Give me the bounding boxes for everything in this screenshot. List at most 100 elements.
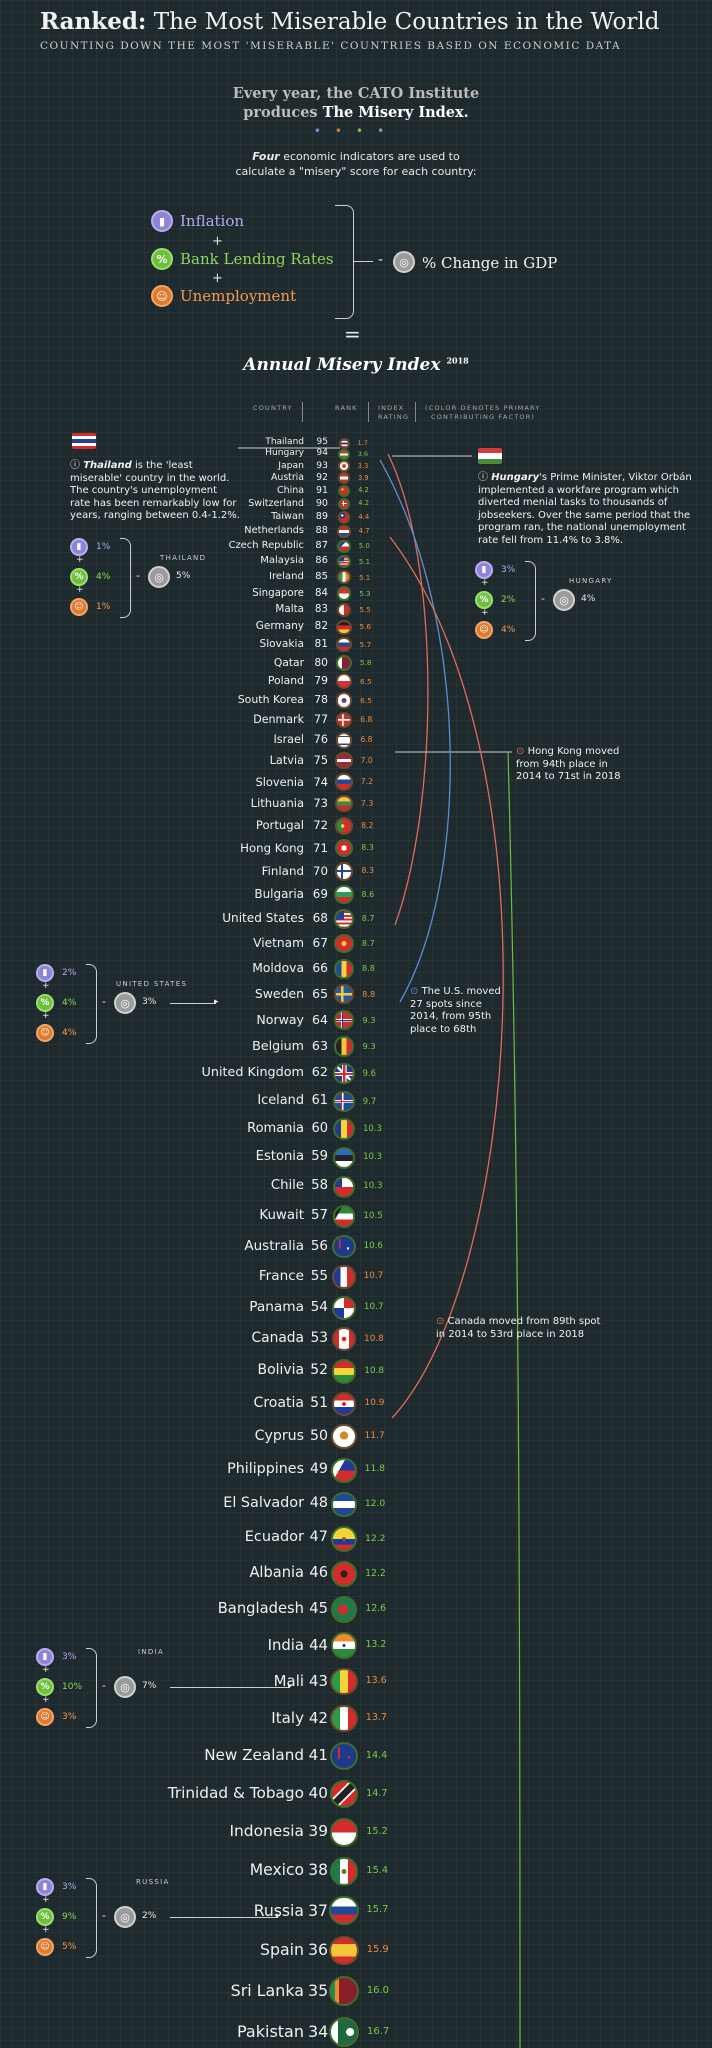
flag-icon [336,655,352,671]
indicator-unemployment: Unemployment [180,287,297,305]
unemployment-icon: ☺ [36,1024,54,1042]
rank-label: 79 [314,674,328,688]
flag-icon [329,1856,359,1886]
flag-icon [331,1391,357,1417]
breakdown-arrow [170,1003,216,1004]
rank-label: 93 [316,459,328,471]
country-name-label: Bolivia [257,1362,304,1379]
rank-label: 64 [312,1012,328,1028]
bank-icon: % [36,1678,54,1696]
country-name-label: Belgium [252,1038,304,1054]
country-name-label: Switzerland [248,497,304,509]
canada-note-text: Canada moved from 89th spot [447,1316,601,1327]
country-name-label: Canada [251,1330,305,1347]
country-name-label: South Korea [237,693,304,707]
plus-sign: + [481,608,489,618]
plus-sign: + [481,578,489,588]
column-header-index: INDEX [378,404,405,412]
flag-icon [333,1036,355,1058]
thailand-note-text: is the 'least [131,460,193,471]
flag-icon [335,711,353,729]
minus-sign: - [378,252,384,268]
hongkong-note-line3: 2014 to 71st in 2018 [516,771,621,782]
flag-icon [331,1491,357,1518]
country-name-label: Israel [273,733,304,747]
rank-label: 44 [309,1635,328,1654]
index-rating-label: 6.8 [360,735,373,745]
index-rating-label: 15.4 [366,1864,389,1876]
index-rating-label: 13.2 [365,1639,387,1651]
flag-icon [334,839,354,858]
breakdown-brace [86,1648,97,1728]
country-name-label: Slovenia [255,774,304,789]
chart-title: Annual Misery Index 2018 [0,355,712,375]
gdp-icon: ◎ [148,566,170,588]
intro-four: Four [252,150,280,163]
thailand-breakdown: ▮ 1% +% 4% + ☺ 1% - ◎ 5% THAILAND [70,538,300,624]
country-breakdown-label: UNITED STATES [116,980,188,988]
index-rating-label: 3.6 [357,449,369,458]
rank-label: 91 [315,484,328,496]
country-name-label: Hong Kong [240,840,304,855]
index-rating-label: 4.7 [358,527,370,536]
flag-icon [338,448,350,460]
flag-icon [335,731,353,749]
country-name-label: Latvia [269,753,304,767]
flag-icon [337,525,351,539]
flag-icon [331,1457,357,1483]
country-name-label: Thailand [265,437,304,448]
gdp-icon: ◎ [114,1906,136,1928]
index-rating-label: 12.2 [365,1567,386,1579]
bank-value: 9% [62,1912,77,1922]
hungary-note-line6: rate fell from 11.4% to 3.8%. [478,534,624,546]
country-name-label: Iceland [257,1092,304,1108]
rank-label: 82 [314,620,328,633]
rank-label: 65 [312,986,328,1002]
bank-icon: % [36,1908,54,1926]
intro-desc1-text: economic indicators are used to [283,150,460,163]
index-rating-label: 5.1 [358,556,371,566]
country-name-label: Austria [271,471,304,483]
unemployment-value: 3% [62,1712,77,1722]
country-name-label: United States [222,911,304,926]
index-rating-label: 10.8 [364,1365,385,1376]
column-header-note: CONTRIBUTING FACTOR) [431,413,536,421]
rank-label: 75 [313,753,328,767]
country-name-label: Taiwan [271,511,304,523]
rank-label: 69 [312,887,328,902]
index-rating-label: 1.7 [357,438,368,447]
us-note-line2: 27 spots since [410,998,482,1010]
russia-breakdown: ▮ 3% +% 9% + ☺ 5% - ◎ 2% RUSSIA ▸ [36,1878,296,1964]
hungary-note-text: 's Prime Minister, Viktor Orbán [539,472,692,483]
us-note-line3: 2014, from 95th [410,1011,492,1022]
rank-label: 60 [311,1120,328,1136]
hungary-note-line1: ⓘ Hungary's Prime Minister, Viktor Orbán [478,472,692,483]
rank-label: 66 [312,960,328,975]
rank-label: 68 [312,911,328,926]
rank-label: 45 [309,1599,328,1617]
chart-year: 2018 [446,355,469,366]
canada-note: ⊙ Canada moved from 89th spot in 2014 to… [436,1316,676,1341]
rank-label: 43 [308,1671,328,1690]
country-name-label: Cyprus [254,1427,304,1444]
index-rating-label: 13.6 [365,1675,387,1687]
column-divider [302,402,303,422]
rank-label: 76 [313,733,328,747]
rank-label: 86 [315,555,328,566]
flag-icon [333,1090,355,1113]
index-rating-label: 15.7 [366,1904,389,1916]
country-name-label: Russia [253,1900,304,1920]
country-name-label: Czech Republic [228,539,304,551]
flag-icon [329,1976,359,2006]
flag-icon [333,1118,355,1141]
thailand-note-line1: ⓘ Thailand is the 'least [70,460,193,471]
flag-icon [329,1779,359,1809]
canada-move-arrow [389,536,504,1419]
index-rating-label: 4.2 [358,499,370,508]
canada-note-line2: in 2014 to 53rd place in 2018 [436,1328,585,1340]
rank-label: 59 [311,1149,328,1165]
hungary-note-line4: jobseekers. Over the same period that th… [478,509,691,521]
plus-sign: + [42,1011,50,1021]
flag-icon [334,861,354,881]
rank-label: 81 [314,637,328,650]
